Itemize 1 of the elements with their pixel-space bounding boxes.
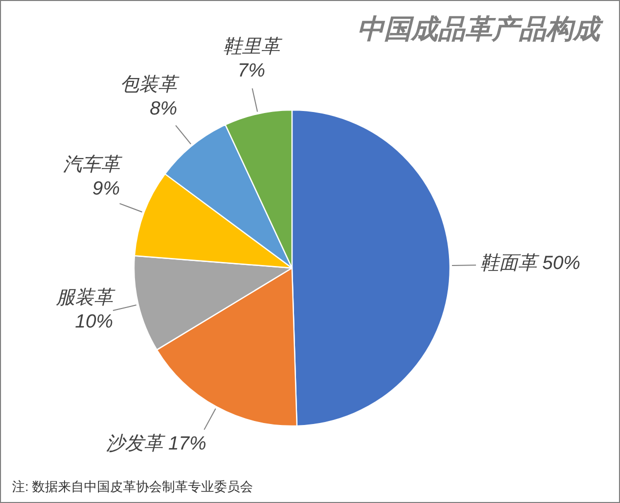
- annotation: 注: 数据来自中国皮革协会制革专业委员会: [12, 479, 254, 494]
